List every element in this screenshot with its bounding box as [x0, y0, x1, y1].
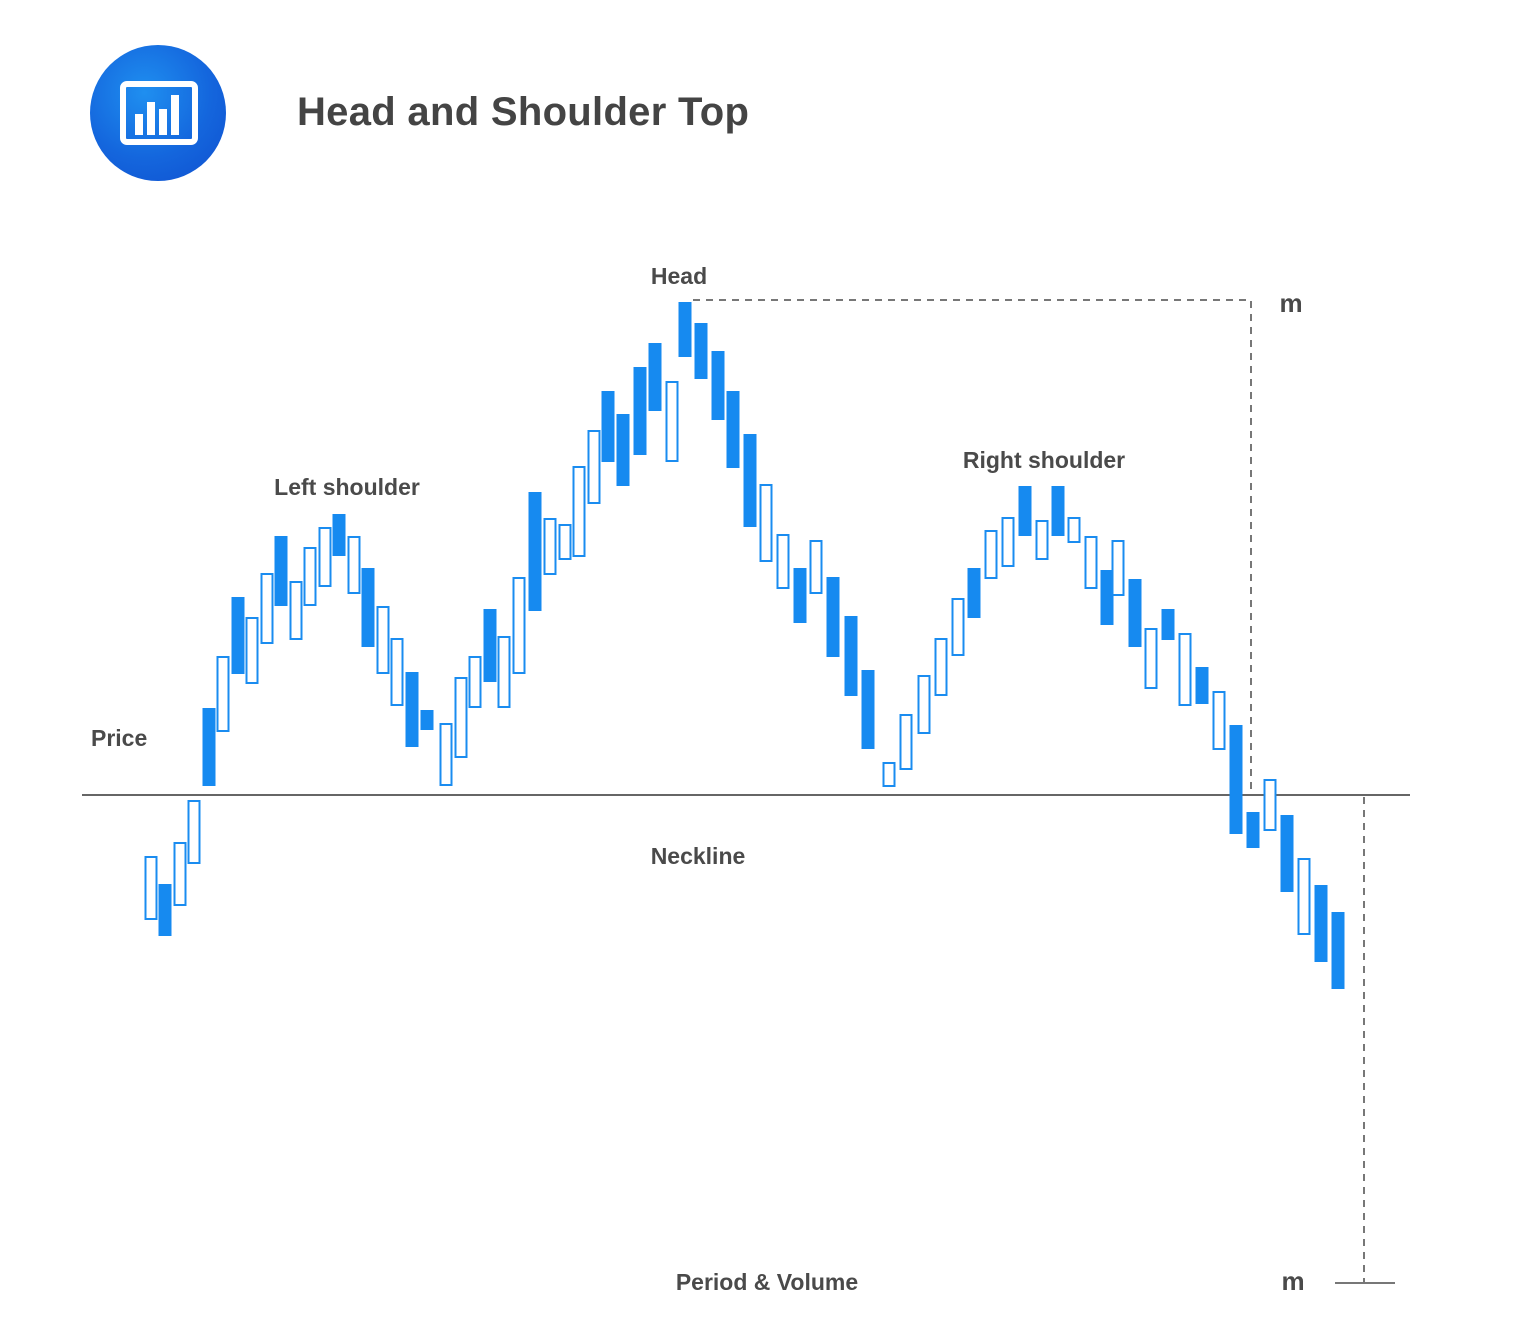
bar-filled — [1161, 609, 1175, 640]
head-label: Head — [651, 263, 707, 289]
page-title: Head and Shoulder Top — [297, 90, 750, 134]
bar-outline — [1178, 633, 1192, 706]
bar-outline — [1297, 858, 1311, 935]
bar-filled — [361, 568, 375, 647]
bar-filled — [616, 414, 630, 486]
x-axis-label: Period & Volume — [676, 1269, 858, 1295]
bar-filled — [844, 616, 858, 696]
bar-filled — [601, 391, 615, 462]
bar-filled — [648, 343, 662, 411]
bar-outline — [173, 842, 187, 906]
price-bars — [144, 302, 1345, 989]
bar-outline — [1001, 517, 1015, 567]
bar-outline — [951, 598, 965, 656]
measure-label-bottom: m — [1281, 1266, 1304, 1296]
bar-filled — [861, 670, 875, 749]
bar-filled — [483, 609, 497, 682]
bar-filled — [1018, 486, 1032, 536]
bar-outline — [759, 484, 773, 562]
bar-outline — [665, 381, 679, 462]
bar-outline — [917, 675, 931, 734]
bar-outline — [454, 677, 468, 758]
bar-outline — [439, 723, 453, 786]
bar-outline — [303, 547, 317, 606]
bar-filled — [826, 577, 840, 657]
bar-outline — [376, 606, 390, 674]
bar-filled — [420, 710, 434, 730]
bar-outline — [512, 577, 526, 674]
bar-outline — [468, 656, 482, 708]
bar-outline — [245, 617, 259, 684]
bar-filled — [274, 536, 288, 606]
bar-filled — [1280, 815, 1294, 892]
measure-guide-top — [693, 299, 1252, 790]
bar-outline — [187, 800, 201, 864]
bar-outline — [1263, 779, 1277, 831]
bar-filled — [1314, 885, 1328, 962]
bar-filled — [1100, 570, 1114, 625]
bar-outline — [1035, 520, 1049, 560]
bar-outline — [347, 536, 361, 594]
bar-filled — [793, 568, 807, 623]
bar-filled — [1051, 486, 1065, 536]
bar-outline — [1067, 517, 1081, 543]
bar-outline — [260, 573, 274, 644]
bar-outline — [497, 636, 511, 708]
bar-outline — [882, 762, 896, 787]
bar-filled — [528, 492, 542, 611]
bar-filled — [633, 367, 647, 455]
bar-filled — [202, 708, 216, 786]
bar-filled — [967, 568, 981, 618]
bar-filled — [1246, 812, 1260, 848]
price-label: Price — [91, 725, 147, 751]
bar-outline — [1144, 628, 1158, 689]
neckline-label: Neckline — [651, 843, 746, 869]
bar-filled — [158, 884, 172, 936]
logo-badge — [90, 45, 226, 181]
bar-outline — [587, 430, 601, 504]
bar-filled — [678, 302, 692, 357]
bar-chart-icon — [120, 81, 198, 145]
bar-outline — [776, 534, 790, 589]
bar-outline — [1212, 691, 1226, 750]
bar-filled — [743, 434, 757, 527]
bar-outline — [984, 530, 998, 579]
bar-filled — [1331, 912, 1345, 989]
bar-filled — [726, 391, 740, 468]
bar-filled — [332, 514, 346, 556]
bar-outline — [318, 527, 332, 587]
bar-outline — [1111, 540, 1125, 596]
right-shoulder-label: Right shoulder — [963, 447, 1125, 473]
bar-outline — [899, 714, 913, 770]
bar-outline — [144, 856, 158, 920]
bar-outline — [390, 638, 404, 706]
bar-outline — [216, 656, 230, 732]
bar-filled — [1229, 725, 1243, 834]
left-shoulder-label: Left shoulder — [274, 474, 420, 500]
bar-filled — [711, 351, 725, 420]
bar-outline — [572, 466, 586, 557]
bar-outline — [1084, 536, 1098, 589]
measure-label-top: m — [1279, 288, 1302, 318]
bar-filled — [1195, 667, 1209, 704]
bar-outline — [558, 524, 572, 560]
bar-filled — [1128, 579, 1142, 647]
bar-outline — [543, 518, 557, 575]
bar-outline — [809, 540, 823, 594]
bar-outline — [289, 581, 303, 640]
bar-filled — [231, 597, 245, 674]
bar-filled — [694, 323, 708, 379]
bar-outline — [934, 638, 948, 696]
bar-filled — [405, 672, 419, 747]
